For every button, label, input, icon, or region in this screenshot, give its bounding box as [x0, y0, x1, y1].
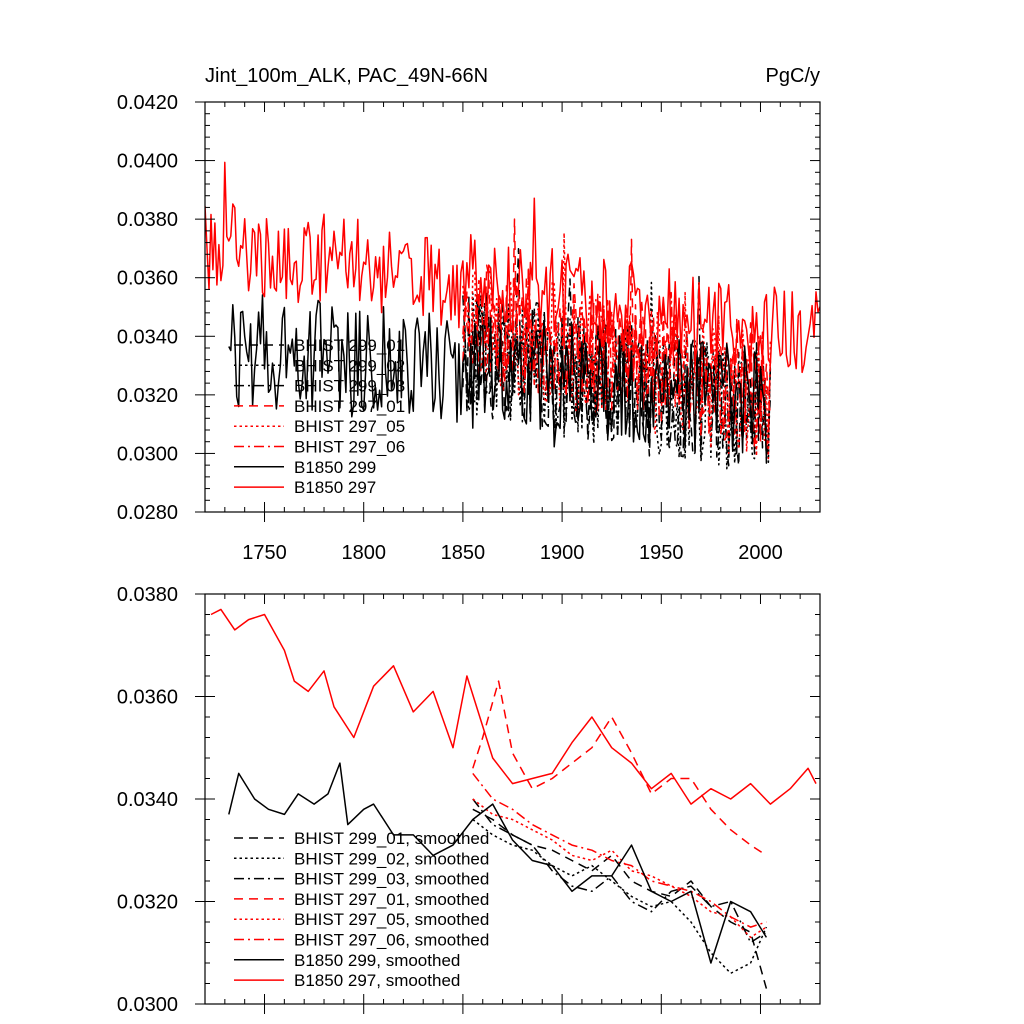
- y-tick-label: 0.0300: [117, 994, 178, 1016]
- y-tick-label: 0.0320: [117, 385, 178, 407]
- y-tick-label: 0.0340: [117, 326, 178, 348]
- legend-label: BHIST 297_06, smoothed: [294, 931, 489, 950]
- series-line: [472, 798, 767, 944]
- legend-label: B1850 297: [294, 478, 376, 497]
- legend-label: BHIST 297_06: [294, 438, 405, 457]
- x-tick-label: 1950: [639, 542, 684, 564]
- y-tick-label: 0.0380: [117, 584, 178, 606]
- y-tick-label: 0.0400: [117, 151, 178, 173]
- legend-label: BHIST 299_02: [294, 356, 405, 375]
- top-panel: 1750 1800 1850 1900 1950 2000 0.0280 0.0300 0.03…: [117, 92, 821, 564]
- bottom-panel: 0.0300 0.0320 0.0340 0.0360 0.0380 BHIST 299_…: [117, 584, 821, 1016]
- x-tick-label: 1800: [341, 542, 386, 564]
- chart-units: PgC/y: [766, 65, 820, 87]
- legend-label: B1850 299: [294, 458, 376, 477]
- x-tick-label: 1750: [242, 542, 287, 564]
- x-tick-label: 1850: [441, 542, 486, 564]
- legend-label: B1850 299, smoothed: [294, 951, 460, 970]
- series-line: [472, 818, 768, 975]
- y-tick-label: 0.0340: [117, 789, 178, 811]
- legend-label: BHIST 297_05: [294, 417, 405, 436]
- legend-label: BHIST 299_03, smoothed: [294, 870, 489, 889]
- legend-label: BHIST 299_01, smoothed: [294, 829, 489, 848]
- series-line: [228, 294, 768, 459]
- x-tick-label: 1900: [540, 542, 585, 564]
- y-tick-label: 0.0360: [117, 687, 178, 709]
- chart-title: Jint_100m_ALK, PAC_49N-66N: [205, 65, 488, 87]
- y-tick-label: 0.0300: [117, 443, 178, 465]
- series-line: [472, 798, 767, 939]
- y-tick-label: 0.0360: [117, 268, 178, 290]
- series-line: [472, 772, 767, 928]
- y-tick-label: 0.0280: [117, 502, 178, 524]
- plot-area: [205, 161, 820, 470]
- y-tick-label: 0.0320: [117, 892, 178, 914]
- series-line: [228, 762, 768, 964]
- series-line: [210, 608, 817, 805]
- legend-label: B1850 297, smoothed: [294, 971, 460, 990]
- x-tick-label: 2000: [738, 542, 783, 564]
- series-line: [462, 281, 772, 470]
- legend-label: BHIST 299_03: [294, 377, 405, 396]
- y-tick-label: 0.0420: [117, 92, 178, 114]
- legend-label: BHIST 299_02, smoothed: [294, 849, 489, 868]
- series-line: [205, 161, 820, 374]
- legend-label: BHIST 299_01: [294, 336, 405, 355]
- legend-label: BHIST 297_05, smoothed: [294, 910, 489, 929]
- series-line: [472, 680, 767, 857]
- y-tick-label: 0.0380: [117, 209, 178, 231]
- axes-frame: [204, 101, 821, 513]
- legend-label: BHIST 297_01: [294, 397, 405, 416]
- plot-area: [210, 608, 817, 989]
- series-line: [472, 808, 768, 989]
- legend-label: BHIST 297_01, smoothed: [294, 890, 489, 909]
